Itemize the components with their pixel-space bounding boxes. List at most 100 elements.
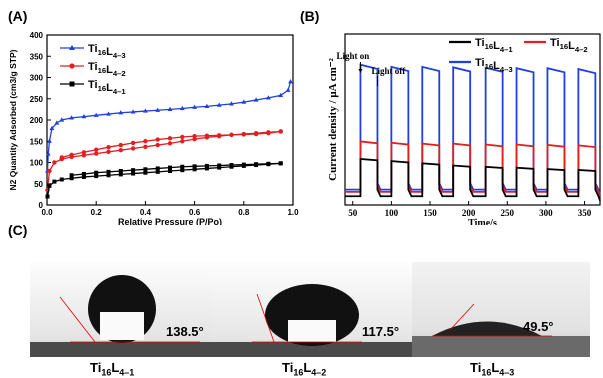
data-point-a xyxy=(69,176,74,181)
data-point-a xyxy=(204,133,210,138)
x-tick-label-a: 0.2 xyxy=(91,208,103,217)
series-line-b xyxy=(345,63,601,195)
data-point-a xyxy=(155,107,161,112)
x-tick-label-b: 200 xyxy=(462,208,476,218)
data-point-a xyxy=(168,165,172,170)
data-point-a xyxy=(130,140,136,146)
data-point-a xyxy=(253,97,259,102)
data-point-a xyxy=(106,173,111,178)
droplet-3-drawing xyxy=(412,303,590,357)
data-point-a xyxy=(254,162,259,167)
data-point-a xyxy=(106,145,111,150)
plot-frame-a xyxy=(46,34,294,206)
data-point-a xyxy=(59,155,64,160)
data-point-a xyxy=(81,174,86,179)
data-point-a xyxy=(106,169,111,174)
sample-caption-1: Ti16L4–1 xyxy=(90,360,135,378)
droplet-1-drawing xyxy=(30,275,212,357)
data-point-a xyxy=(192,133,197,139)
angle-value-1: 138.5° xyxy=(166,324,204,339)
data-point-a xyxy=(217,165,222,170)
data-point-a xyxy=(241,162,246,167)
data-point-a xyxy=(229,132,234,138)
data-point-a xyxy=(47,183,52,188)
data-point-a xyxy=(45,194,50,199)
series-line-a xyxy=(71,162,281,176)
data-point-a xyxy=(253,131,259,137)
data-point-a xyxy=(47,168,52,174)
data-point-a xyxy=(204,163,209,168)
data-point-a xyxy=(143,139,148,144)
data-point-a xyxy=(266,95,271,100)
annotation-light-on: Light on xyxy=(336,51,369,61)
data-point-a xyxy=(155,166,160,171)
plot-frame-b xyxy=(344,33,601,206)
x-tick-label-b: 100 xyxy=(385,208,399,218)
y-tick-label-a: 300 xyxy=(30,74,44,83)
y-axis-label-b: Current density / μA cm⁻² xyxy=(327,57,339,180)
y-tick-label-a: 350 xyxy=(30,52,44,61)
y-tick-label-a: 400 xyxy=(30,31,44,40)
data-point-a xyxy=(94,151,99,156)
data-point-a xyxy=(143,167,148,172)
isotherm-chart: 0 50 100 150 200 250 300 350 400 0.0 0.2 0.4 0.6 0.8 1… xyxy=(8,31,299,225)
data-point-a xyxy=(155,169,160,174)
data-point-a xyxy=(216,102,222,107)
data-point-a xyxy=(180,168,185,173)
annotation-light-off: Light off xyxy=(371,66,406,76)
data-point-a xyxy=(241,132,246,137)
x-tick-label-b: 300 xyxy=(539,208,553,218)
data-point-a xyxy=(167,141,173,146)
data-point-a xyxy=(180,134,185,140)
data-point-a xyxy=(118,147,124,153)
series-line-a xyxy=(46,130,281,191)
data-point-a xyxy=(69,173,74,178)
data-point-a xyxy=(69,152,74,158)
data-point-a xyxy=(241,99,247,104)
data-point-a xyxy=(278,129,283,134)
x-tick-label-a: 0.0 xyxy=(41,208,53,217)
data-point-a xyxy=(266,130,271,136)
sample-caption-3: Ti16L4–3 xyxy=(470,360,515,378)
data-point-a xyxy=(131,168,136,173)
data-point-a xyxy=(106,149,111,155)
data-point-a xyxy=(118,172,123,177)
x-axis-label-a: Relative Pressure (P/Po) xyxy=(118,217,222,225)
data-point-a xyxy=(52,160,57,165)
panel-label-a: (A) xyxy=(8,8,28,24)
data-point-a xyxy=(94,174,99,179)
data-point-a xyxy=(118,169,123,173)
panel-label-c: (C) xyxy=(8,222,28,238)
data-point-a xyxy=(285,87,291,92)
data-point-a xyxy=(217,163,222,168)
x-tick-label-a: 0.8 xyxy=(238,208,250,217)
data-point-a xyxy=(167,106,173,111)
data-point-a xyxy=(106,111,111,116)
y-tick-label-a: 200 xyxy=(30,116,44,125)
data-point-a xyxy=(118,142,124,148)
data-point-a xyxy=(143,108,148,113)
series-line-a xyxy=(46,81,292,172)
legend-label-b: Ti16L4–2 xyxy=(550,37,588,54)
data-point-a xyxy=(49,125,55,131)
data-point-a xyxy=(204,103,210,108)
data-point-a xyxy=(229,163,234,168)
data-point-a xyxy=(192,104,197,109)
series-line-b xyxy=(345,157,601,201)
data-point-a xyxy=(167,136,173,141)
data-point-a xyxy=(69,115,74,120)
angle-value-2: 117.5° xyxy=(362,324,400,339)
y-tick-label-a: 100 xyxy=(30,159,44,168)
legend-label-a: Ti16L4–2 xyxy=(88,61,126,78)
panel-label-b: (B) xyxy=(300,8,320,24)
data-point-a xyxy=(81,114,87,119)
legend-label-a: Ti16L4–3 xyxy=(88,43,126,60)
data-point-a xyxy=(143,144,148,149)
legend-marker-a xyxy=(69,45,75,50)
data-point-a xyxy=(81,150,87,155)
data-point-a xyxy=(179,105,185,111)
x-tick-label-a: 1.0 xyxy=(287,208,299,217)
x-tick-label-a: 0.6 xyxy=(189,208,201,217)
droplet-2-drawing xyxy=(212,284,412,357)
x-tick-label-b: 350 xyxy=(578,208,592,218)
